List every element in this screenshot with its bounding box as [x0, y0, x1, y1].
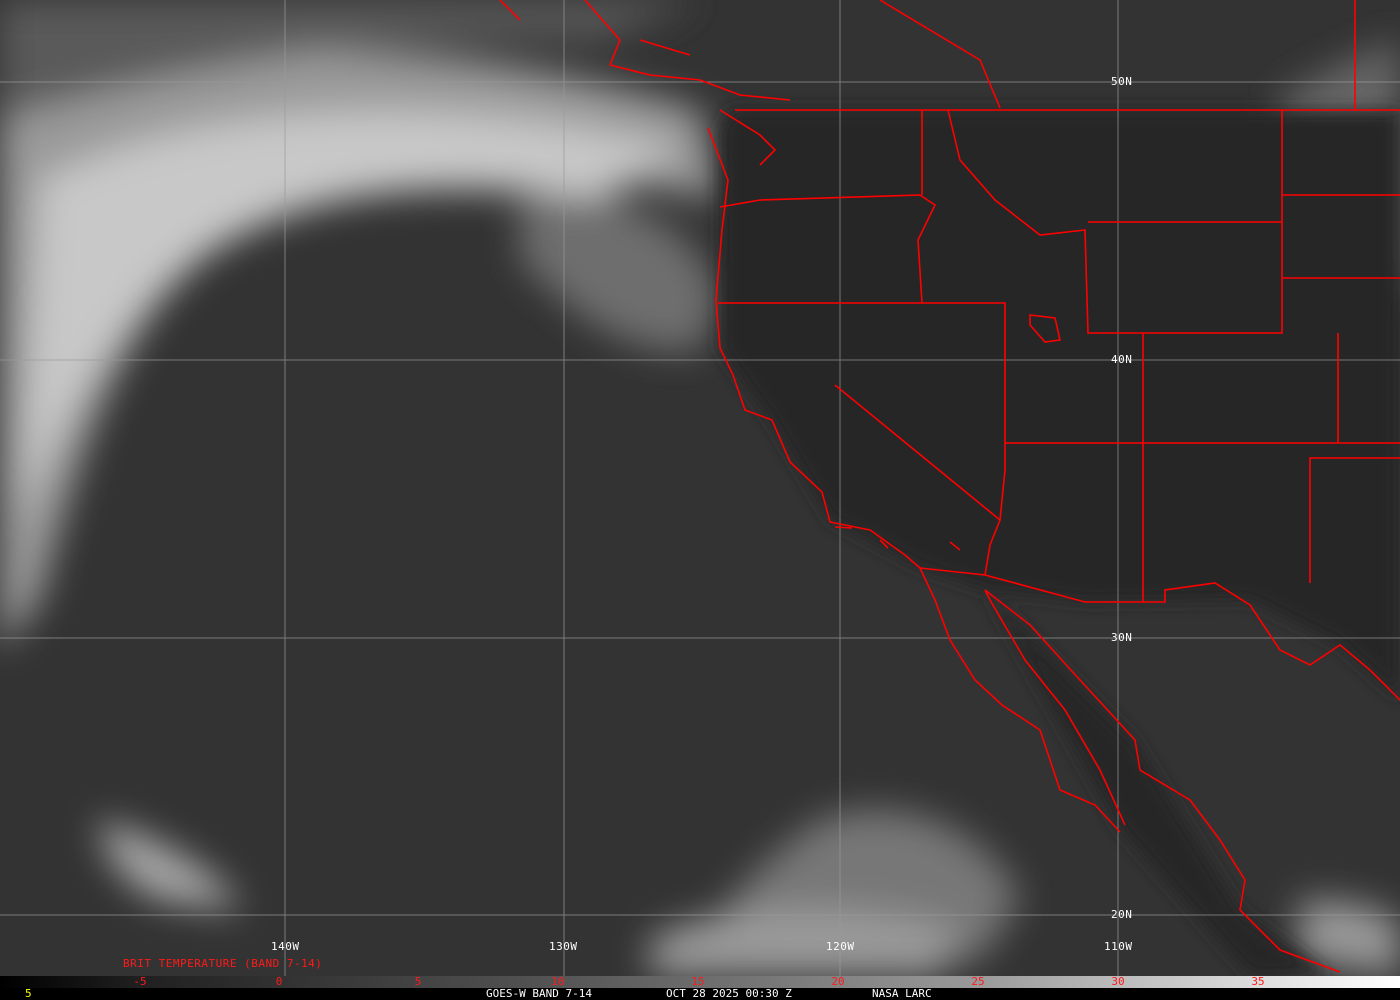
gulf-of-california [984, 589, 1126, 826]
lat-label-50n: 50N [1111, 75, 1133, 88]
footer-left-value: 5 [25, 987, 32, 1000]
image-caption-bar: 5 GOES-W BAND 7-14 OCT 28 2025 00:30 Z N… [0, 988, 1400, 1000]
us-mexico-border [919, 567, 1400, 701]
or-ca-border [718, 302, 1006, 521]
colorbar-tick: 25 [971, 975, 985, 988]
lon-label-130w: 130W [549, 940, 578, 953]
colorbar-tick: 30 [1111, 975, 1125, 988]
colorbar-tick: 15 [691, 975, 705, 988]
satellite-imagery [0, 0, 1400, 976]
mexico-west-coast [984, 589, 1341, 973]
colorbar-tick: -5 [133, 975, 147, 988]
colorbar-title: BRIT TEMPERATURE (BAND 7-14) [123, 957, 323, 970]
idaho-borders [921, 109, 1283, 334]
channel-islands [834, 526, 961, 551]
lat-label-20n: 20N [1111, 908, 1133, 921]
lon-label-120w: 120W [826, 940, 855, 953]
lat-label-30n: 30N [1111, 631, 1133, 644]
satellite-band: GOES-W BAND 7-14 [486, 987, 592, 1000]
image-datetime: OCT 28 2025 00:30 Z [666, 987, 792, 1000]
west-coast [707, 127, 921, 569]
baja-west-coast [919, 567, 1121, 833]
ca-nv-border [834, 384, 1001, 576]
colorbar-tick: 0 [275, 975, 283, 988]
colorbar-tick: 10 [551, 975, 565, 988]
colorbar-tick: 35 [1251, 975, 1265, 988]
coastlines-and-borders [499, 0, 1400, 973]
wa-or-border [719, 194, 937, 304]
lake-outline [1029, 314, 1061, 343]
lon-label-110w: 110W [1104, 940, 1133, 953]
lat-lon-grid [0, 0, 1400, 976]
image-source: NASA LARC [872, 987, 932, 1000]
interior-borders [1005, 0, 1400, 602]
colorbar-tick: 20 [831, 975, 845, 988]
lon-label-140w: 140W [271, 940, 300, 953]
lat-label-40n: 40N [1111, 353, 1133, 366]
canada-coast [499, 0, 1001, 166]
colorbar-tick: 5 [414, 975, 422, 988]
temperature-colorbar: -5 0 5 10 15 20 25 30 35 [0, 975, 1400, 988]
land-shading [720, 110, 1400, 976]
